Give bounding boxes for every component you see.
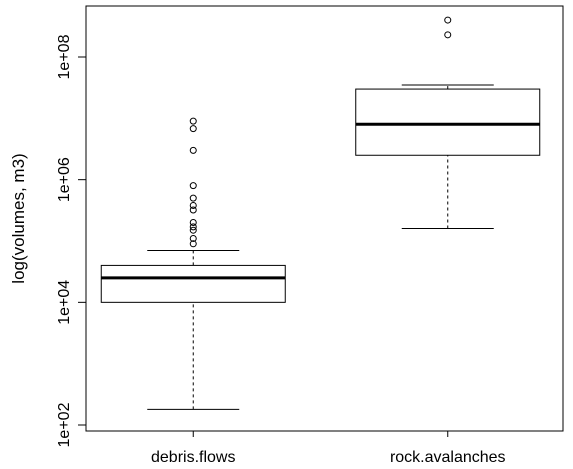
outlier-point bbox=[189, 182, 197, 190]
x-tick-label: rock.avalanches bbox=[390, 449, 506, 466]
outlier-point bbox=[189, 219, 197, 227]
iqr-box bbox=[355, 88, 541, 156]
box-rock.avalanches bbox=[355, 16, 541, 229]
x-axis: debris.flows rock.avalanches bbox=[151, 431, 506, 466]
y-axis-label: log(volumes, m3) bbox=[9, 153, 28, 283]
outlier-point bbox=[189, 240, 197, 248]
outlier-point bbox=[189, 234, 197, 242]
y-tick-label: 1e+04 bbox=[56, 280, 73, 325]
iqr-box bbox=[100, 264, 286, 303]
plot-frame bbox=[85, 5, 564, 432]
outlier-point bbox=[189, 194, 197, 202]
outlier-point bbox=[444, 16, 452, 24]
y-tick-label: 1e+08 bbox=[56, 34, 73, 79]
x-tick-label: debris.flows bbox=[151, 449, 235, 466]
outlier-point bbox=[189, 125, 197, 133]
boxes-layer bbox=[100, 16, 541, 410]
outlier-point bbox=[189, 117, 197, 125]
y-tick-label: 1e+06 bbox=[56, 157, 73, 202]
outlier-point bbox=[189, 223, 197, 231]
y-tick-label: 1e+02 bbox=[56, 402, 73, 447]
outlier-point bbox=[189, 206, 197, 214]
outlier-point bbox=[189, 146, 197, 154]
box-debris.flows bbox=[100, 117, 286, 410]
y-axis: 1e+02 1e+04 1e+06 1e+08 bbox=[56, 34, 87, 447]
outlier-point bbox=[444, 31, 452, 39]
outlier-point bbox=[189, 201, 197, 209]
outlier-point bbox=[189, 226, 197, 234]
